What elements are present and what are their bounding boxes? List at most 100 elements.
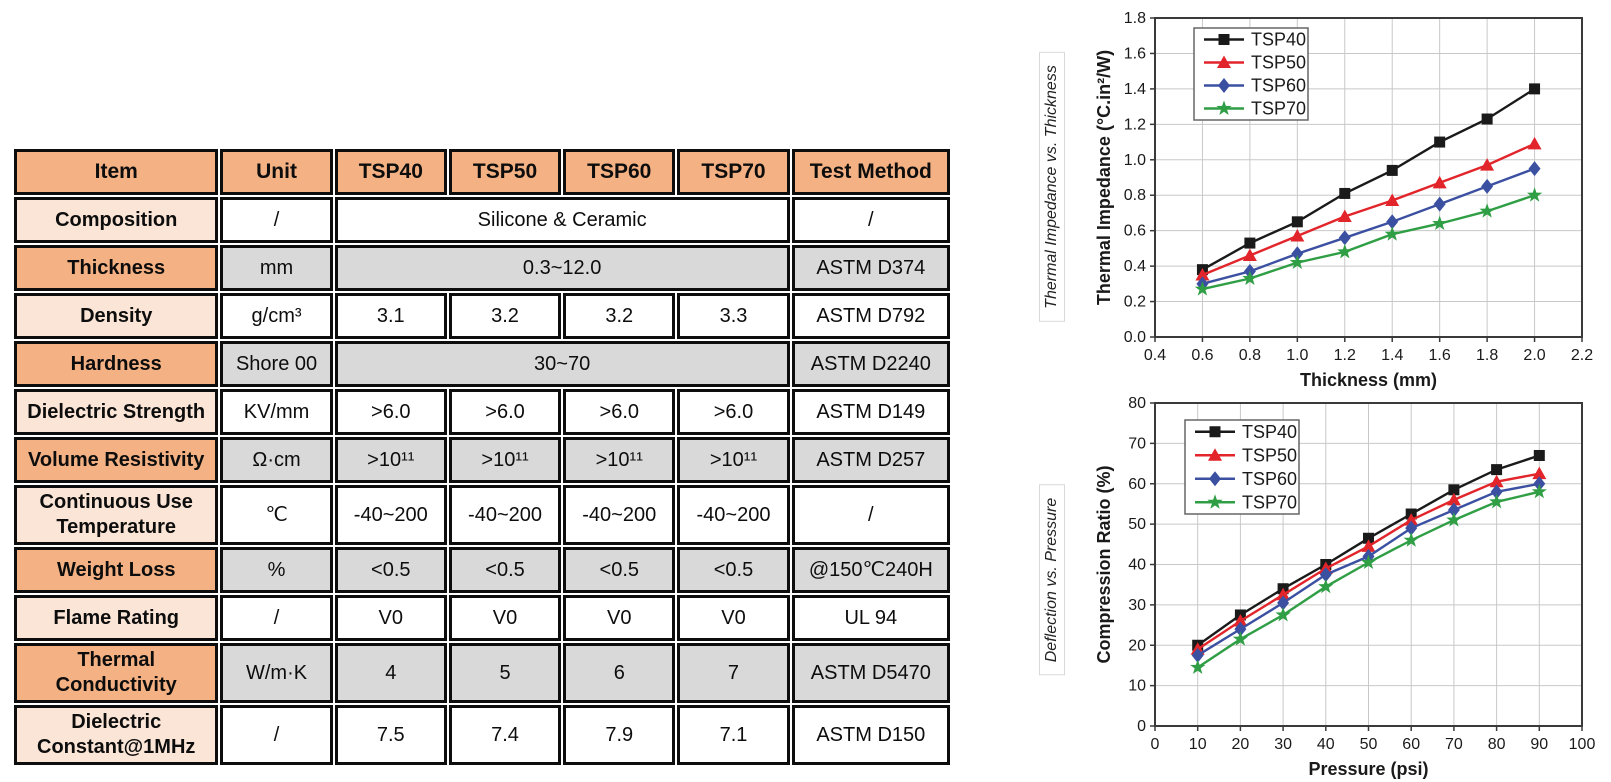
header-cell: TSP60	[563, 149, 676, 195]
svg-text:30: 30	[1274, 736, 1292, 753]
svg-text:70: 70	[1445, 736, 1463, 753]
legend: TSP40 TSP50 TSP60 TSP70	[1193, 27, 1309, 121]
merged-value-cell: Silicone & Ceramic	[334, 197, 790, 243]
svg-text:0.2: 0.2	[1124, 294, 1146, 311]
value-cell: >10¹¹	[563, 437, 676, 483]
header-cell: TSP50	[448, 149, 562, 195]
value-cell: 7.5	[334, 705, 447, 765]
svg-text:2.0: 2.0	[1523, 347, 1545, 364]
value-cell: 4	[334, 643, 447, 703]
svg-text:1.8: 1.8	[1476, 347, 1498, 364]
table-row: Dielectric Strength KV/mm >6.0 >6.0 >6.0 >6.0…	[14, 389, 950, 435]
table-row: Thickness mm 0.3~12.0 ASTM D374	[14, 245, 950, 291]
x-axis-label: Pressure (psi)	[1308, 759, 1428, 779]
svg-text:70: 70	[1128, 435, 1146, 452]
svg-text:20: 20	[1232, 736, 1250, 753]
value-cell: >6.0	[563, 389, 676, 435]
tick-labels: 0.4 0.6 0.8 1.0 1.2 1.4 1.6 1.8 2.0 2.2 0.0 0.2 0.4 0…	[1124, 10, 1593, 364]
svg-text:1.0: 1.0	[1286, 347, 1308, 364]
header-cell: TSP40	[334, 149, 447, 195]
svg-text:1.8: 1.8	[1124, 10, 1146, 27]
svg-text:60: 60	[1402, 736, 1420, 753]
value-cell: -40~200	[448, 485, 562, 545]
item-cell: Weight Loss	[14, 547, 219, 593]
table-row: Hardness Shore 00 30~70 ASTM D2240	[14, 341, 950, 387]
svg-text:0.4: 0.4	[1124, 258, 1146, 275]
item-cell: Thermal Conductivity	[14, 643, 219, 703]
svg-text:10: 10	[1128, 678, 1146, 695]
chart1-caption-box: Thermal Impedance vs. Thickness	[1036, 52, 1068, 322]
table-row: Dielectric Constant@1MHz/7.5 7.4 7.9 7.1 AST…	[14, 705, 950, 765]
svg-text:50: 50	[1128, 516, 1146, 533]
value-cell: <0.5	[563, 547, 676, 593]
properties-table: Item Unit TSP40 TSP50 TSP60 TSP70 Test Method …	[12, 147, 952, 767]
merged-value-cell: 0.3~12.0	[334, 245, 790, 291]
svg-text:1.6: 1.6	[1124, 45, 1146, 62]
header-cell: Test Method	[791, 149, 950, 195]
value-cell: 7.1	[677, 705, 790, 765]
thermal-impedance-chart: 0.4 0.6 0.8 1.0 1.2 1.4 1.6 1.8 2.0 2.2 0.0 0.2 0.4 0…	[1094, 10, 1593, 390]
item-cell: Thickness	[14, 245, 219, 291]
series-TSP70	[1194, 187, 1543, 296]
item-cell: Composition	[14, 197, 219, 243]
svg-text:10: 10	[1189, 736, 1207, 753]
chart2-caption-box: Deflection vs. Pressure	[1036, 484, 1068, 676]
value-cell: -40~200	[334, 485, 447, 545]
item-cell: Dielectric Strength	[14, 389, 219, 435]
value-cell: 7.4	[448, 705, 562, 765]
tick-marks	[1150, 402, 1583, 731]
series-TSP50	[1195, 136, 1542, 281]
item-cell: Dielectric Constant@1MHz	[14, 705, 219, 765]
header-cell: Item	[14, 149, 219, 195]
svg-text:TSP40: TSP40	[1251, 30, 1306, 50]
test-method-cell: UL 94	[791, 595, 950, 641]
value-cell: V0	[448, 595, 562, 641]
svg-text:0.6: 0.6	[1191, 347, 1213, 364]
item-cell: Volume Resistivity	[14, 437, 219, 483]
item-cell: Continuous Use Temperature	[14, 485, 219, 545]
value-cell: -40~200	[563, 485, 676, 545]
value-cell: 6	[563, 643, 676, 703]
svg-text:60: 60	[1128, 476, 1146, 493]
unit-cell: ℃	[220, 485, 333, 545]
svg-text:1.6: 1.6	[1429, 347, 1451, 364]
plot-border	[1154, 17, 1583, 338]
svg-text:0: 0	[1137, 718, 1146, 735]
test-method-cell: ASTM D150	[791, 705, 950, 765]
value-cell: >10¹¹	[334, 437, 447, 483]
svg-text:40: 40	[1128, 557, 1146, 574]
table-row: Composition / Silicone & Ceramic /	[14, 197, 950, 243]
unit-cell: Shore 00	[220, 341, 333, 387]
test-method-cell: ASTM D792	[791, 293, 950, 339]
value-cell: 3.2	[448, 293, 562, 339]
value-cell: <0.5	[677, 547, 790, 593]
svg-text:80: 80	[1128, 395, 1146, 412]
test-method-cell: @150℃240H	[791, 547, 950, 593]
unit-cell: KV/mm	[220, 389, 333, 435]
compression-ratio-chart: 0 10 20 30 40 50 60 70 80 90 100 0 10 20 30 40 50 60 70 80 T…	[1094, 395, 1595, 779]
svg-text:0.8: 0.8	[1239, 347, 1261, 364]
value-cell: >6.0	[334, 389, 447, 435]
value-cell: 7.9	[563, 705, 676, 765]
table-row: Density g/cm³ 3.1 3.2 3.2 3.3 ASTM D792	[14, 293, 950, 339]
header-cell: TSP70	[677, 149, 790, 195]
svg-text:1.0: 1.0	[1124, 152, 1146, 169]
value-cell: >10¹¹	[448, 437, 562, 483]
tick-marks	[1150, 17, 1583, 342]
table-row: Volume Resistivity Ω·cm >10¹¹ >10¹¹ >10¹¹ >10…	[14, 437, 950, 483]
test-method-cell: ASTM D2240	[791, 341, 950, 387]
test-method-cell: /	[791, 197, 950, 243]
svg-text:40: 40	[1317, 736, 1335, 753]
svg-text:30: 30	[1128, 597, 1146, 614]
y-axis-label: Compression Ratio (%)	[1094, 465, 1114, 663]
item-cell: Density	[14, 293, 219, 339]
unit-cell: mm	[220, 245, 333, 291]
x-axis-label: Thickness (mm)	[1300, 370, 1437, 390]
unit-cell: %	[220, 547, 333, 593]
properties-table-container: Item Unit TSP40 TSP50 TSP60 TSP70 Test Method …	[12, 147, 952, 767]
value-cell: 3.3	[677, 293, 790, 339]
svg-text:0.8: 0.8	[1124, 187, 1146, 204]
series-TSP70	[1190, 483, 1547, 674]
unit-cell: /	[220, 705, 333, 765]
table-header-row: Item Unit TSP40 TSP50 TSP60 TSP70 Test Method	[14, 149, 950, 195]
